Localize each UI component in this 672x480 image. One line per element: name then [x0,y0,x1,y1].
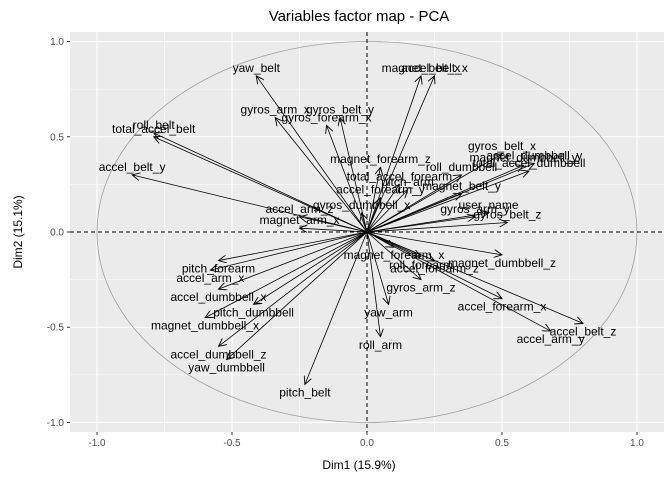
x-tick-label: 0.5 [495,438,509,449]
y-tick-label: 0.5 [50,132,64,143]
variable-label: gyros_arm_z [386,281,455,295]
variable-label: accel_belt_x [401,61,468,75]
variable-label: magnet_dumbbell_z [448,256,556,270]
chart-title: Variables factor map - PCA [269,8,450,25]
variable-arrow [366,213,489,233]
variable-label: accel_forearm_z [390,262,479,276]
variable-arrow [210,231,368,270]
variable-label: total_accel_belt [112,122,196,136]
variable-arrow [300,217,368,233]
variable-label: accel_dumbbell_y [486,148,582,162]
variable-label: accel_dumbbell_z [170,347,266,361]
variable-arrow [366,231,502,299]
variable-label: magnet_belt_y [422,179,501,193]
variable-label: user_name [458,198,518,212]
y-tick-label: -1.0 [47,418,65,429]
variable-label: pitch_arm [381,175,434,189]
y-tick-label: 0.0 [50,228,64,239]
variable-label: total_accel_forearm [347,169,452,183]
y-tick-label: 1.0 [50,37,64,48]
variable-label: yaw_belt [233,61,281,75]
variable-arrow [366,231,551,331]
variable-arrow [219,231,368,346]
variable-arrow [366,190,408,233]
variable-arrow [227,231,368,360]
x-axis-title: Dim1 (15.9%) [322,458,395,472]
variable-arrow [366,167,381,233]
variable-label: total_accel_dumbbell [473,156,586,170]
x-tick-label: -1.0 [88,438,106,449]
variable-arrows [132,76,583,385]
variable-arrow [366,198,381,233]
variable-arrow [366,231,583,323]
variable-arrow [366,231,389,304]
y-tick-label: -0.5 [47,323,65,334]
variable-label: accel_arm_z [265,202,333,216]
variable-label: accel_dumbbell_x [170,290,266,304]
variable-label: accel_forearm_y [336,183,425,197]
variable-label: magnet_dumbbell_y [470,150,578,164]
variable-arrow [154,137,368,233]
variable-label: roll_forearm [389,258,453,272]
variable-arrow [300,228,368,232]
variable-label: roll_belt [133,118,176,132]
variable-arrow [305,231,368,384]
x-tick-label: 0.0 [360,438,374,449]
variable-label: accel_belt_z [550,324,617,338]
variable-label: pitch_forearm [182,262,255,276]
x-tick-label: -0.5 [223,438,241,449]
variable-label: pitch_belt [279,385,331,399]
variable-arrow [366,231,381,337]
variable-arrow [366,184,399,233]
variable-label: gyros_belt_x [468,139,536,153]
variable-label: magnet_dumbbell_x [151,319,259,333]
variable-arrow [256,76,368,233]
variable-arrow [132,175,368,233]
variable-arrow [366,175,462,233]
variable-label: accel_arm_x [176,271,244,285]
variable-label: gyros_dumbbell_x [313,198,410,212]
variable-label: yaw_arm [364,305,413,319]
variable-arrow [366,194,462,233]
variable-arrow [205,231,368,318]
variable-arrow [362,213,367,233]
x-tick-label: 1.0 [630,438,644,449]
variable-label: yaw_dumbbell [188,361,265,375]
variable-label: magnet_belt_x [382,61,461,75]
variable-arrow [275,118,368,233]
variable-label: roll_dumbbell [426,160,497,174]
variable-arrow [366,154,502,233]
variable-label: gyros_forearm_x [281,110,371,124]
variable-arrow [366,231,502,255]
variable-label: magnet_forearm_x [344,248,445,262]
variable-label: accel_forearm_x [458,300,547,314]
variable-label: magnet_forearm_z [330,152,431,166]
variable-label: gyros_arm_x [241,103,310,117]
variable-label: gyros_belt_z [473,207,541,221]
variable-label: accel_arm_y [517,332,585,346]
variable-arrow [219,231,368,261]
variable-arrow [154,133,368,233]
variable-arrow [366,171,529,233]
variable-arrow [219,231,368,289]
variable-label: roll_arm [359,338,402,352]
variable-label: accel_belt_y [99,160,166,174]
variable-arrow [254,231,368,304]
variable-label: magnet_arm_x [259,213,339,227]
variable-arrow [366,222,507,233]
variable-label: gyros_arm_y [440,202,509,216]
variable-label: gyros_belt_y [306,103,374,117]
variable-arrow [366,231,421,280]
y-axis-title: Dim2 (15.1%) [11,195,25,268]
variable-label: pitch_dumbbell [213,305,294,319]
axis-ticks: -1.0 -0.5 0.0 0.5 1.0 -1.0 -0.5 0.0 0.5 1.0 [47,37,645,449]
